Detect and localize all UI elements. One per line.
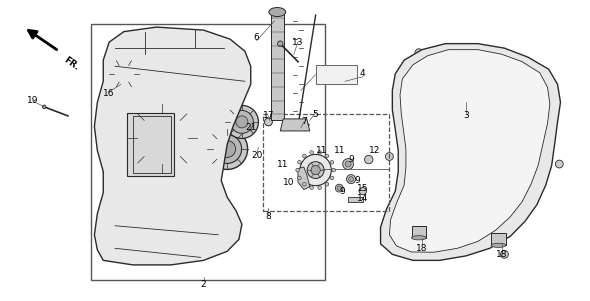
Ellipse shape — [292, 124, 304, 126]
Ellipse shape — [219, 141, 235, 157]
Ellipse shape — [297, 160, 301, 164]
Ellipse shape — [296, 168, 299, 172]
Ellipse shape — [491, 243, 506, 247]
Text: FR.: FR. — [62, 56, 81, 73]
Ellipse shape — [277, 41, 283, 46]
Bar — [133, 116, 171, 173]
Polygon shape — [389, 50, 550, 252]
Polygon shape — [280, 119, 310, 131]
Ellipse shape — [236, 116, 248, 128]
Ellipse shape — [385, 153, 394, 160]
Ellipse shape — [42, 105, 46, 109]
Text: 4: 4 — [360, 69, 366, 78]
Ellipse shape — [147, 123, 178, 154]
Ellipse shape — [109, 59, 139, 89]
Ellipse shape — [411, 236, 426, 240]
Ellipse shape — [550, 91, 559, 99]
Ellipse shape — [225, 105, 258, 138]
Ellipse shape — [146, 173, 191, 218]
Ellipse shape — [406, 249, 414, 257]
Ellipse shape — [300, 154, 332, 186]
Ellipse shape — [330, 176, 334, 180]
Ellipse shape — [231, 110, 253, 133]
Ellipse shape — [500, 250, 509, 258]
Ellipse shape — [287, 122, 309, 128]
Text: 19: 19 — [27, 96, 38, 105]
Text: 16: 16 — [103, 89, 115, 98]
Bar — [411, 226, 426, 238]
Ellipse shape — [303, 182, 306, 186]
Ellipse shape — [359, 188, 366, 195]
Ellipse shape — [310, 186, 313, 189]
Ellipse shape — [137, 113, 188, 164]
Polygon shape — [298, 167, 310, 190]
Text: 9: 9 — [354, 176, 360, 185]
Text: 11: 11 — [277, 160, 289, 169]
Ellipse shape — [318, 186, 322, 189]
Ellipse shape — [297, 176, 301, 180]
Ellipse shape — [127, 104, 197, 173]
Text: 11: 11 — [316, 146, 327, 155]
Polygon shape — [94, 27, 251, 265]
Text: 9: 9 — [339, 187, 345, 196]
Polygon shape — [348, 197, 363, 202]
Ellipse shape — [318, 151, 322, 154]
Text: 21: 21 — [245, 123, 257, 132]
Ellipse shape — [337, 186, 342, 190]
Bar — [91, 24, 324, 280]
Bar — [316, 65, 357, 84]
Ellipse shape — [335, 184, 343, 192]
Ellipse shape — [349, 177, 353, 182]
Ellipse shape — [311, 166, 320, 175]
Text: 15: 15 — [357, 184, 369, 193]
Ellipse shape — [555, 160, 563, 168]
Ellipse shape — [153, 181, 183, 211]
Bar — [491, 233, 506, 245]
Polygon shape — [381, 44, 560, 260]
Text: 2: 2 — [201, 280, 206, 289]
Text: 5: 5 — [313, 110, 319, 119]
Ellipse shape — [310, 151, 313, 154]
Bar — [271, 12, 284, 120]
Ellipse shape — [206, 129, 248, 169]
Ellipse shape — [303, 154, 306, 158]
Text: 18: 18 — [416, 244, 428, 253]
Text: 17: 17 — [263, 111, 274, 120]
Ellipse shape — [345, 161, 351, 167]
Text: 20: 20 — [251, 150, 263, 160]
Text: 10: 10 — [283, 178, 295, 187]
Text: 12: 12 — [369, 146, 381, 155]
Ellipse shape — [365, 155, 373, 164]
Bar — [127, 113, 173, 176]
Ellipse shape — [213, 135, 241, 163]
Text: 11: 11 — [333, 146, 345, 155]
Ellipse shape — [264, 118, 273, 126]
Bar — [263, 114, 389, 211]
Ellipse shape — [325, 154, 329, 158]
Text: 3: 3 — [463, 111, 469, 120]
Ellipse shape — [269, 8, 286, 17]
Text: 13: 13 — [292, 38, 304, 47]
Ellipse shape — [343, 159, 353, 169]
Ellipse shape — [346, 175, 356, 184]
Text: 14: 14 — [357, 194, 369, 203]
Text: 6: 6 — [254, 33, 260, 42]
Text: 18: 18 — [496, 250, 507, 259]
Text: 8: 8 — [266, 212, 271, 221]
Text: 7: 7 — [301, 117, 307, 126]
Ellipse shape — [332, 168, 336, 172]
Ellipse shape — [325, 182, 329, 186]
Ellipse shape — [330, 160, 334, 164]
Ellipse shape — [114, 64, 133, 83]
Ellipse shape — [307, 162, 324, 178]
Text: 9: 9 — [348, 155, 354, 164]
Ellipse shape — [415, 49, 423, 57]
